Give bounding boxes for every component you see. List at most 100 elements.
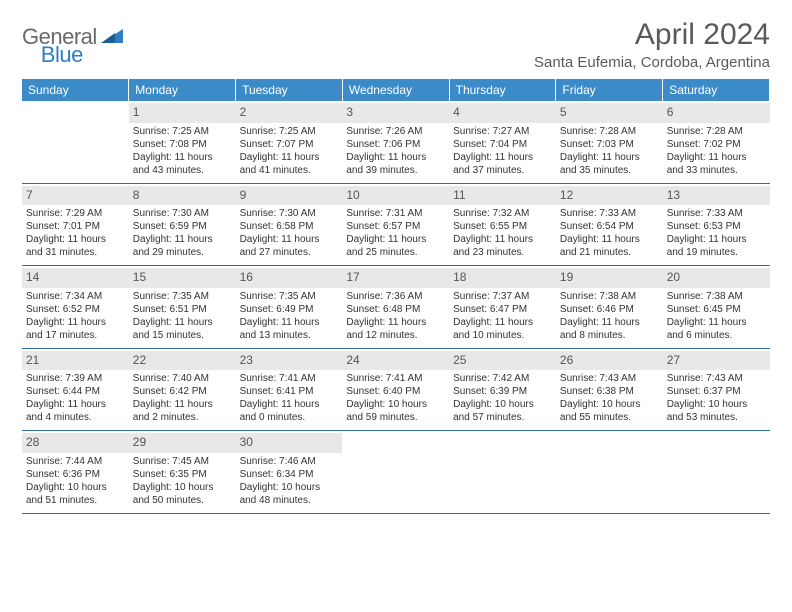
day-number: 14 xyxy=(22,268,129,288)
title-block: April 2024 Santa Eufemia, Cordoba, Argen… xyxy=(534,18,770,71)
cell-line: and 27 minutes. xyxy=(240,246,339,259)
cell-line: Sunrise: 7:28 AM xyxy=(560,125,659,138)
cell-line: Sunrise: 7:44 AM xyxy=(26,455,125,468)
cell-line: Sunrise: 7:35 AM xyxy=(133,290,232,303)
cell-line: Sunrise: 7:25 AM xyxy=(240,125,339,138)
cell-line: Sunrise: 7:40 AM xyxy=(133,372,232,385)
calendar-cell: 15Sunrise: 7:35 AMSunset: 6:51 PMDayligh… xyxy=(129,266,236,349)
cell-line: Sunset: 6:48 PM xyxy=(346,303,445,316)
calendar-cell: 29Sunrise: 7:45 AMSunset: 6:35 PMDayligh… xyxy=(129,431,236,514)
calendar-cell: 19Sunrise: 7:38 AMSunset: 6:46 PMDayligh… xyxy=(556,266,663,349)
cell-line: and 10 minutes. xyxy=(453,329,552,342)
cell-line: Sunrise: 7:33 AM xyxy=(560,207,659,220)
cell-line: Sunset: 6:38 PM xyxy=(560,385,659,398)
cell-line: Sunrise: 7:30 AM xyxy=(240,207,339,220)
day-number: 7 xyxy=(22,186,129,206)
cell-line: Sunrise: 7:26 AM xyxy=(346,125,445,138)
cell-line: Sunrise: 7:46 AM xyxy=(240,455,339,468)
cell-line: Daylight: 11 hours xyxy=(560,151,659,164)
cell-line: Daylight: 11 hours xyxy=(26,316,125,329)
cell-line: Sunrise: 7:31 AM xyxy=(346,207,445,220)
cell-line: Sunrise: 7:28 AM xyxy=(667,125,766,138)
calendar-cell xyxy=(342,431,449,514)
day-number: 30 xyxy=(236,433,343,453)
cell-line: and 4 minutes. xyxy=(26,411,125,424)
cell-line: and 51 minutes. xyxy=(26,494,125,507)
cell-line: Sunset: 6:39 PM xyxy=(453,385,552,398)
cell-line: Daylight: 11 hours xyxy=(240,151,339,164)
cell-line: Daylight: 11 hours xyxy=(133,151,232,164)
day-number xyxy=(449,433,556,453)
calendar-cell: 4Sunrise: 7:27 AMSunset: 7:04 PMDaylight… xyxy=(449,101,556,183)
logo-text-blue: Blue xyxy=(41,42,83,68)
cell-line: Sunset: 6:41 PM xyxy=(240,385,339,398)
calendar-week-row: 7Sunrise: 7:29 AMSunset: 7:01 PMDaylight… xyxy=(22,183,770,266)
calendar-cell xyxy=(663,431,770,514)
day-number: 26 xyxy=(556,351,663,371)
cell-line: Sunset: 7:04 PM xyxy=(453,138,552,151)
weekday-thursday: Thursday xyxy=(449,79,556,101)
day-number: 18 xyxy=(449,268,556,288)
cell-line: and 8 minutes. xyxy=(560,329,659,342)
weekday-row: SundayMondayTuesdayWednesdayThursdayFrid… xyxy=(22,79,770,101)
cell-line: Sunset: 7:03 PM xyxy=(560,138,659,151)
cell-line: and 31 minutes. xyxy=(26,246,125,259)
cell-line: Daylight: 11 hours xyxy=(453,233,552,246)
cell-line: Daylight: 11 hours xyxy=(453,316,552,329)
day-number: 8 xyxy=(129,186,236,206)
calendar-cell: 8Sunrise: 7:30 AMSunset: 6:59 PMDaylight… xyxy=(129,183,236,266)
month-title: April 2024 xyxy=(534,18,770,52)
cell-line: Daylight: 11 hours xyxy=(560,233,659,246)
calendar-cell: 6Sunrise: 7:28 AMSunset: 7:02 PMDaylight… xyxy=(663,101,770,183)
day-number: 27 xyxy=(663,351,770,371)
cell-line: and 19 minutes. xyxy=(667,246,766,259)
cell-line: and 6 minutes. xyxy=(667,329,766,342)
calendar-cell: 7Sunrise: 7:29 AMSunset: 7:01 PMDaylight… xyxy=(22,183,129,266)
day-number: 4 xyxy=(449,103,556,123)
cell-line: Sunrise: 7:37 AM xyxy=(453,290,552,303)
cell-line: Sunset: 6:42 PM xyxy=(133,385,232,398)
cell-line: Sunrise: 7:38 AM xyxy=(667,290,766,303)
calendar-cell: 30Sunrise: 7:46 AMSunset: 6:34 PMDayligh… xyxy=(236,431,343,514)
header: General Blue April 2024 Santa Eufemia, C… xyxy=(22,18,770,71)
cell-line: and 48 minutes. xyxy=(240,494,339,507)
cell-line: and 17 minutes. xyxy=(26,329,125,342)
calendar-cell xyxy=(449,431,556,514)
calendar-cell: 17Sunrise: 7:36 AMSunset: 6:48 PMDayligh… xyxy=(342,266,449,349)
cell-line: Sunrise: 7:39 AM xyxy=(26,372,125,385)
calendar-cell: 11Sunrise: 7:32 AMSunset: 6:55 PMDayligh… xyxy=(449,183,556,266)
calendar-cell: 25Sunrise: 7:42 AMSunset: 6:39 PMDayligh… xyxy=(449,348,556,431)
cell-line: and 37 minutes. xyxy=(453,164,552,177)
cell-line: Sunset: 6:53 PM xyxy=(667,220,766,233)
calendar-cell: 13Sunrise: 7:33 AMSunset: 6:53 PMDayligh… xyxy=(663,183,770,266)
cell-line: Sunset: 6:37 PM xyxy=(667,385,766,398)
weekday-sunday: Sunday xyxy=(22,79,129,101)
cell-line: Sunset: 7:02 PM xyxy=(667,138,766,151)
calendar-cell: 10Sunrise: 7:31 AMSunset: 6:57 PMDayligh… xyxy=(342,183,449,266)
day-number: 16 xyxy=(236,268,343,288)
day-number: 24 xyxy=(342,351,449,371)
day-number: 29 xyxy=(129,433,236,453)
cell-line: Sunset: 6:49 PM xyxy=(240,303,339,316)
cell-line: Sunset: 6:46 PM xyxy=(560,303,659,316)
day-number: 9 xyxy=(236,186,343,206)
cell-line: Daylight: 11 hours xyxy=(240,316,339,329)
cell-line: and 0 minutes. xyxy=(240,411,339,424)
weekday-tuesday: Tuesday xyxy=(236,79,343,101)
cell-line: Daylight: 11 hours xyxy=(346,151,445,164)
cell-line: Sunset: 6:47 PM xyxy=(453,303,552,316)
day-number: 19 xyxy=(556,268,663,288)
cell-line: Sunset: 6:58 PM xyxy=(240,220,339,233)
cell-line: Daylight: 10 hours xyxy=(453,398,552,411)
cell-line: Sunset: 6:59 PM xyxy=(133,220,232,233)
weekday-wednesday: Wednesday xyxy=(342,79,449,101)
cell-line: Sunset: 6:52 PM xyxy=(26,303,125,316)
cell-line: Daylight: 11 hours xyxy=(346,233,445,246)
cell-line: Sunset: 6:54 PM xyxy=(560,220,659,233)
cell-line: Daylight: 11 hours xyxy=(26,233,125,246)
calendar-cell: 21Sunrise: 7:39 AMSunset: 6:44 PMDayligh… xyxy=(22,348,129,431)
calendar-cell: 27Sunrise: 7:43 AMSunset: 6:37 PMDayligh… xyxy=(663,348,770,431)
cell-line: Sunset: 7:07 PM xyxy=(240,138,339,151)
cell-line: and 25 minutes. xyxy=(346,246,445,259)
cell-line: Sunrise: 7:27 AM xyxy=(453,125,552,138)
